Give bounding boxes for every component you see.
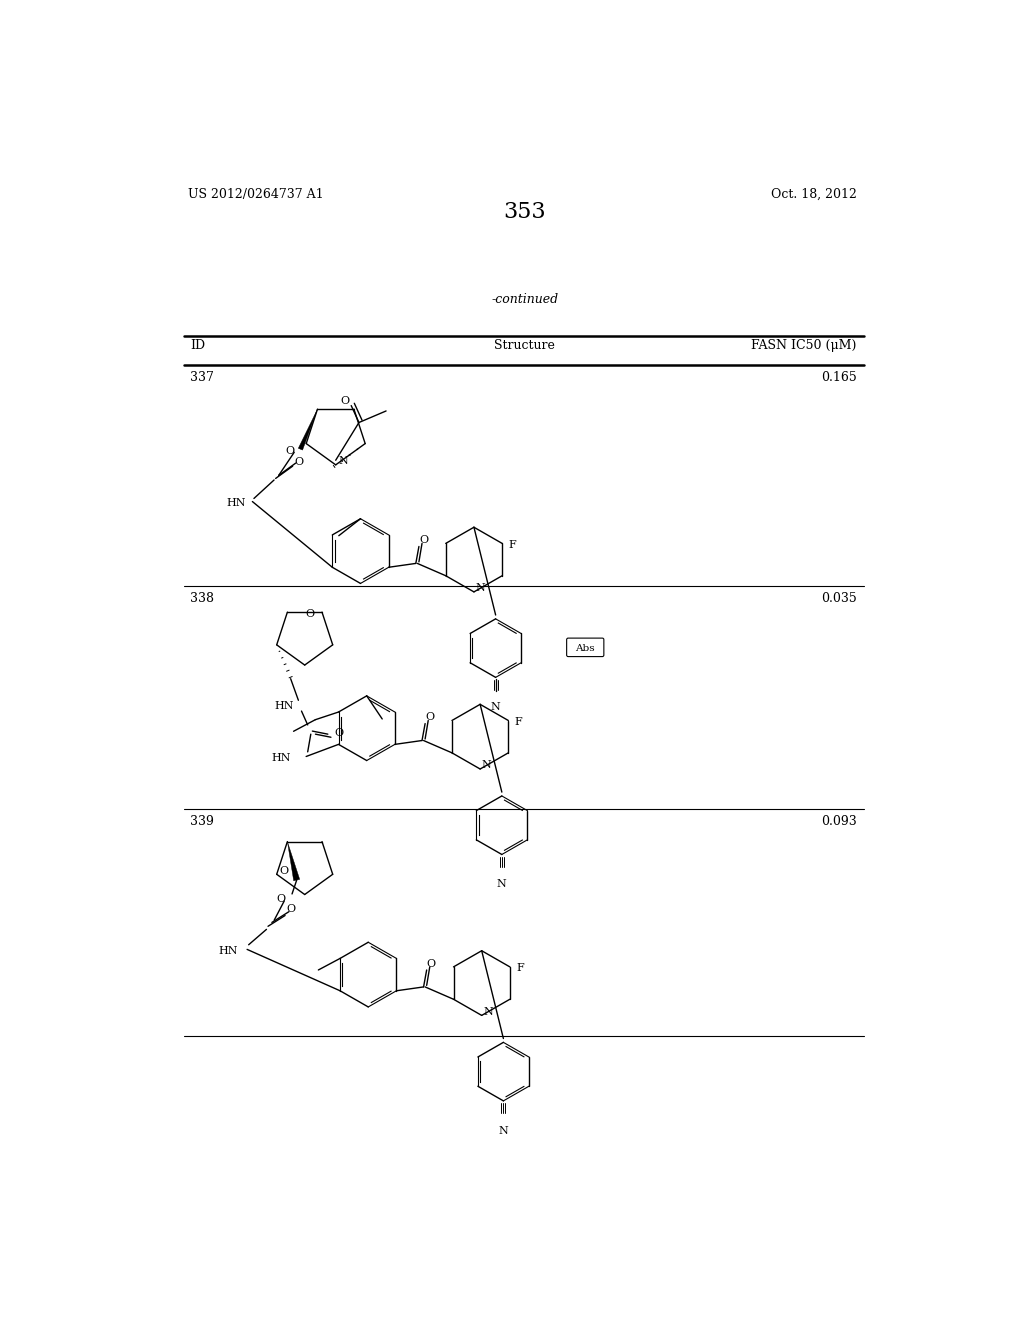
Polygon shape — [288, 842, 300, 880]
Text: O: O — [280, 866, 289, 876]
Text: Oct. 18, 2012: Oct. 18, 2012 — [771, 187, 856, 201]
Text: O: O — [340, 396, 349, 407]
Text: N: N — [481, 760, 492, 770]
Text: US 2012/0264737 A1: US 2012/0264737 A1 — [188, 187, 324, 201]
Text: 337: 337 — [190, 371, 214, 384]
Text: F: F — [514, 717, 522, 727]
Text: 353: 353 — [504, 201, 546, 223]
Text: N: N — [490, 702, 501, 711]
Text: FASN IC50 (μM): FASN IC50 (μM) — [752, 339, 856, 352]
Text: O: O — [285, 446, 294, 455]
Text: O: O — [287, 904, 296, 915]
Text: O: O — [334, 727, 343, 738]
Text: O: O — [305, 609, 314, 619]
Text: 339: 339 — [190, 816, 214, 828]
Text: HN: HN — [218, 946, 238, 956]
Text: N: N — [497, 879, 507, 890]
Text: 0.035: 0.035 — [821, 591, 856, 605]
Text: -continued: -continued — [492, 293, 558, 306]
Text: F: F — [516, 964, 524, 973]
Text: F: F — [508, 540, 516, 550]
Polygon shape — [298, 409, 317, 450]
Text: 0.165: 0.165 — [821, 371, 856, 384]
Text: O: O — [419, 536, 428, 545]
Text: O: O — [294, 457, 303, 466]
Text: HN: HN — [226, 498, 246, 508]
Text: ID: ID — [190, 339, 205, 352]
Text: 338: 338 — [190, 591, 214, 605]
FancyBboxPatch shape — [566, 638, 604, 656]
Text: Structure: Structure — [495, 339, 555, 352]
Text: O: O — [276, 894, 286, 904]
Text: Abs: Abs — [575, 644, 595, 652]
Text: O: O — [425, 713, 434, 722]
Text: HN: HN — [274, 701, 294, 711]
Text: 0.093: 0.093 — [821, 816, 856, 828]
Text: N: N — [475, 583, 485, 593]
Text: O: O — [427, 958, 436, 969]
Text: N: N — [483, 1007, 493, 1016]
Text: N: N — [338, 455, 348, 466]
Text: N: N — [499, 1126, 508, 1135]
Text: HN: HN — [271, 752, 291, 763]
